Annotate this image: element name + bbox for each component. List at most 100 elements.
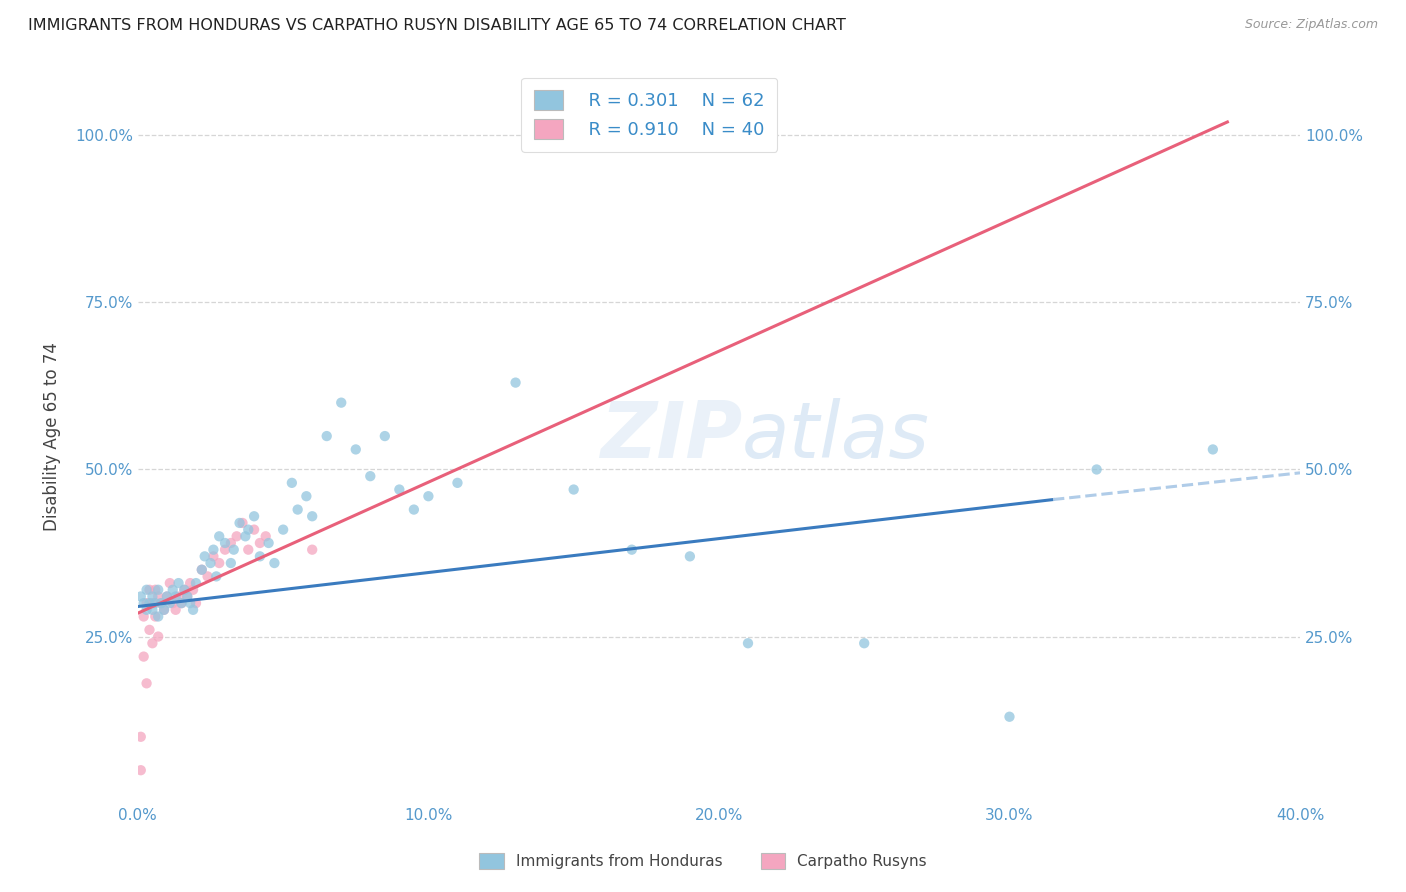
Point — [295, 489, 318, 503]
Point — [219, 556, 242, 570]
Point — [301, 542, 323, 557]
Point — [148, 609, 170, 624]
Point — [200, 556, 222, 570]
Point — [148, 590, 170, 604]
Point — [159, 596, 181, 610]
Point — [194, 549, 217, 564]
Point — [214, 536, 236, 550]
Point — [301, 509, 323, 524]
Text: IMMIGRANTS FROM HONDURAS VS CARPATHO RUSYN DISABILITY AGE 65 TO 74 CORRELATION C: IMMIGRANTS FROM HONDURAS VS CARPATHO RUS… — [28, 18, 846, 33]
Point — [173, 582, 195, 597]
Point — [156, 590, 179, 604]
Point — [243, 523, 266, 537]
Point — [281, 475, 304, 490]
Point — [418, 489, 440, 503]
Point — [167, 576, 190, 591]
Point — [359, 469, 381, 483]
Point — [138, 623, 160, 637]
Point — [141, 636, 163, 650]
Point — [191, 563, 214, 577]
Point — [165, 590, 187, 604]
Point — [208, 556, 231, 570]
Point — [446, 475, 468, 490]
Point — [208, 529, 231, 543]
Point — [167, 590, 190, 604]
Point — [135, 596, 157, 610]
Point — [165, 603, 187, 617]
Text: ZIP: ZIP — [600, 398, 742, 474]
Point — [179, 576, 201, 591]
Point — [143, 609, 166, 624]
Text: atlas: atlas — [742, 398, 929, 474]
Point — [156, 590, 179, 604]
Point — [998, 710, 1021, 724]
Point — [853, 636, 876, 650]
Legend:   R = 0.301    N = 62,   R = 0.910    N = 40: R = 0.301 N = 62, R = 0.910 N = 40 — [522, 78, 778, 152]
Point — [135, 582, 157, 597]
Point — [150, 596, 173, 610]
Point — [737, 636, 759, 650]
Point — [135, 676, 157, 690]
Point — [181, 582, 204, 597]
Point — [202, 549, 225, 564]
Point — [138, 596, 160, 610]
Point — [184, 576, 207, 591]
Point — [214, 542, 236, 557]
Point — [228, 516, 250, 530]
Point — [388, 483, 411, 497]
Point — [249, 549, 271, 564]
Point — [249, 536, 271, 550]
Point — [243, 509, 266, 524]
Point — [219, 536, 242, 550]
Point — [202, 542, 225, 557]
Point — [562, 483, 585, 497]
Point — [235, 529, 257, 543]
Point — [402, 502, 425, 516]
Point — [170, 596, 193, 610]
Point — [197, 569, 219, 583]
Point — [344, 442, 367, 457]
Point — [162, 582, 184, 597]
Point — [263, 556, 285, 570]
Point — [132, 596, 155, 610]
Point — [679, 549, 702, 564]
Point — [129, 763, 152, 777]
Point — [129, 590, 152, 604]
Point — [143, 596, 166, 610]
Point — [153, 603, 176, 617]
Point — [176, 590, 198, 604]
Point — [173, 582, 195, 597]
Point — [153, 603, 176, 617]
Point — [150, 596, 173, 610]
Point — [129, 730, 152, 744]
Point — [176, 590, 198, 604]
Point — [141, 596, 163, 610]
Point — [238, 542, 260, 557]
Point — [170, 596, 193, 610]
Point — [231, 516, 253, 530]
Y-axis label: Disability Age 65 to 74: Disability Age 65 to 74 — [44, 342, 60, 531]
Point — [132, 649, 155, 664]
Point — [181, 603, 204, 617]
Point — [205, 569, 228, 583]
Point — [287, 502, 309, 516]
Point — [141, 590, 163, 604]
Point — [374, 429, 396, 443]
Point — [620, 542, 643, 557]
Point — [330, 395, 353, 409]
Point — [132, 609, 155, 624]
Point — [191, 563, 214, 577]
Point — [162, 596, 184, 610]
Point — [138, 582, 160, 597]
Point — [184, 596, 207, 610]
Legend: Immigrants from Honduras, Carpatho Rusyns: Immigrants from Honduras, Carpatho Rusyn… — [472, 847, 934, 875]
Point — [222, 542, 245, 557]
Point — [257, 536, 280, 550]
Point — [179, 596, 201, 610]
Point — [143, 582, 166, 597]
Point — [225, 529, 247, 543]
Point — [1085, 462, 1108, 476]
Point — [135, 603, 157, 617]
Point — [148, 630, 170, 644]
Point — [141, 603, 163, 617]
